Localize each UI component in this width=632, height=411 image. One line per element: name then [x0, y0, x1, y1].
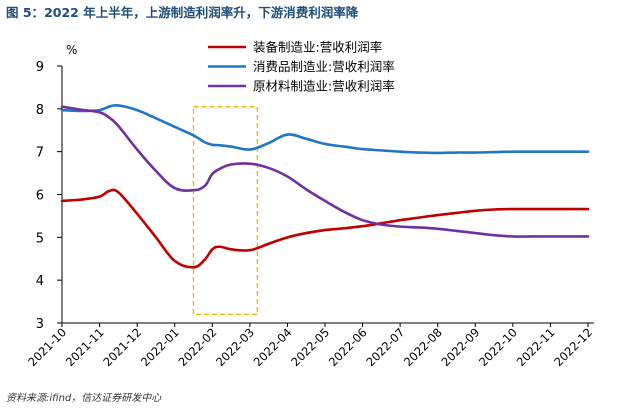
x-tick-label: 2022-09 [439, 325, 483, 369]
x-tick-label: 2022-04 [251, 325, 295, 369]
legend-label-consumer-goods-manufacturing: 消费品制造业:营收利润率 [253, 59, 395, 74]
figure-source: 资料来源:ifind，信达证券研发中心 [6, 393, 162, 404]
series-lines [60, 103, 590, 269]
y-tick-label: 7 [36, 146, 44, 161]
x-tick-label: 2022-05 [288, 325, 332, 369]
highlight-box-group [192, 105, 259, 316]
highlight-dashed-box [192, 105, 259, 316]
y-axis-unit-label: % [66, 43, 77, 57]
y-tick-label: 9 [36, 60, 44, 75]
x-tick-label: 2022-02 [176, 325, 220, 369]
x-tick-label: 2021-11 [63, 325, 107, 369]
figure-label: 图 5： [6, 5, 45, 20]
x-tick-label: 2022-08 [401, 325, 445, 369]
y-tick-label: 3 [36, 317, 44, 332]
x-tick-label: 2022-10 [476, 325, 520, 369]
figure-title-text: 2022 年上半年，上游制造利润率升，下游消费利润率降 [44, 5, 359, 20]
x-tick-label: 2022-12 [551, 325, 595, 369]
y-tick-label: 6 [36, 189, 44, 204]
x-tick-label: 2022-03 [213, 325, 257, 369]
series-line-raw-materials-manufacturing [60, 105, 590, 238]
y-tick-label: 4 [36, 274, 44, 289]
x-tick-label: 2021-10 [25, 325, 69, 369]
legend-label-raw-materials-manufacturing: 原材料制造业:营收利润率 [253, 79, 395, 94]
x-tick-label: 2022-06 [326, 325, 370, 369]
legend-label-equipment-manufacturing: 装备制造业:营收利润率 [253, 40, 382, 55]
y-tick-label: 8 [36, 103, 44, 118]
x-tick-label: 2021-12 [100, 325, 144, 369]
x-tick-label: 2022-01 [138, 325, 182, 369]
x-tick-label: 2022-11 [514, 325, 558, 369]
series-line-consumer-goods-manufacturing [60, 103, 590, 155]
figure-title: 图 5：2022 年上半年，上游制造利润率升，下游消费利润率降 [6, 2, 626, 24]
x-tick-label: 2022-07 [363, 325, 407, 369]
y-tick-label: 5 [36, 231, 44, 246]
series-line-equipment-manufacturing [60, 188, 590, 269]
